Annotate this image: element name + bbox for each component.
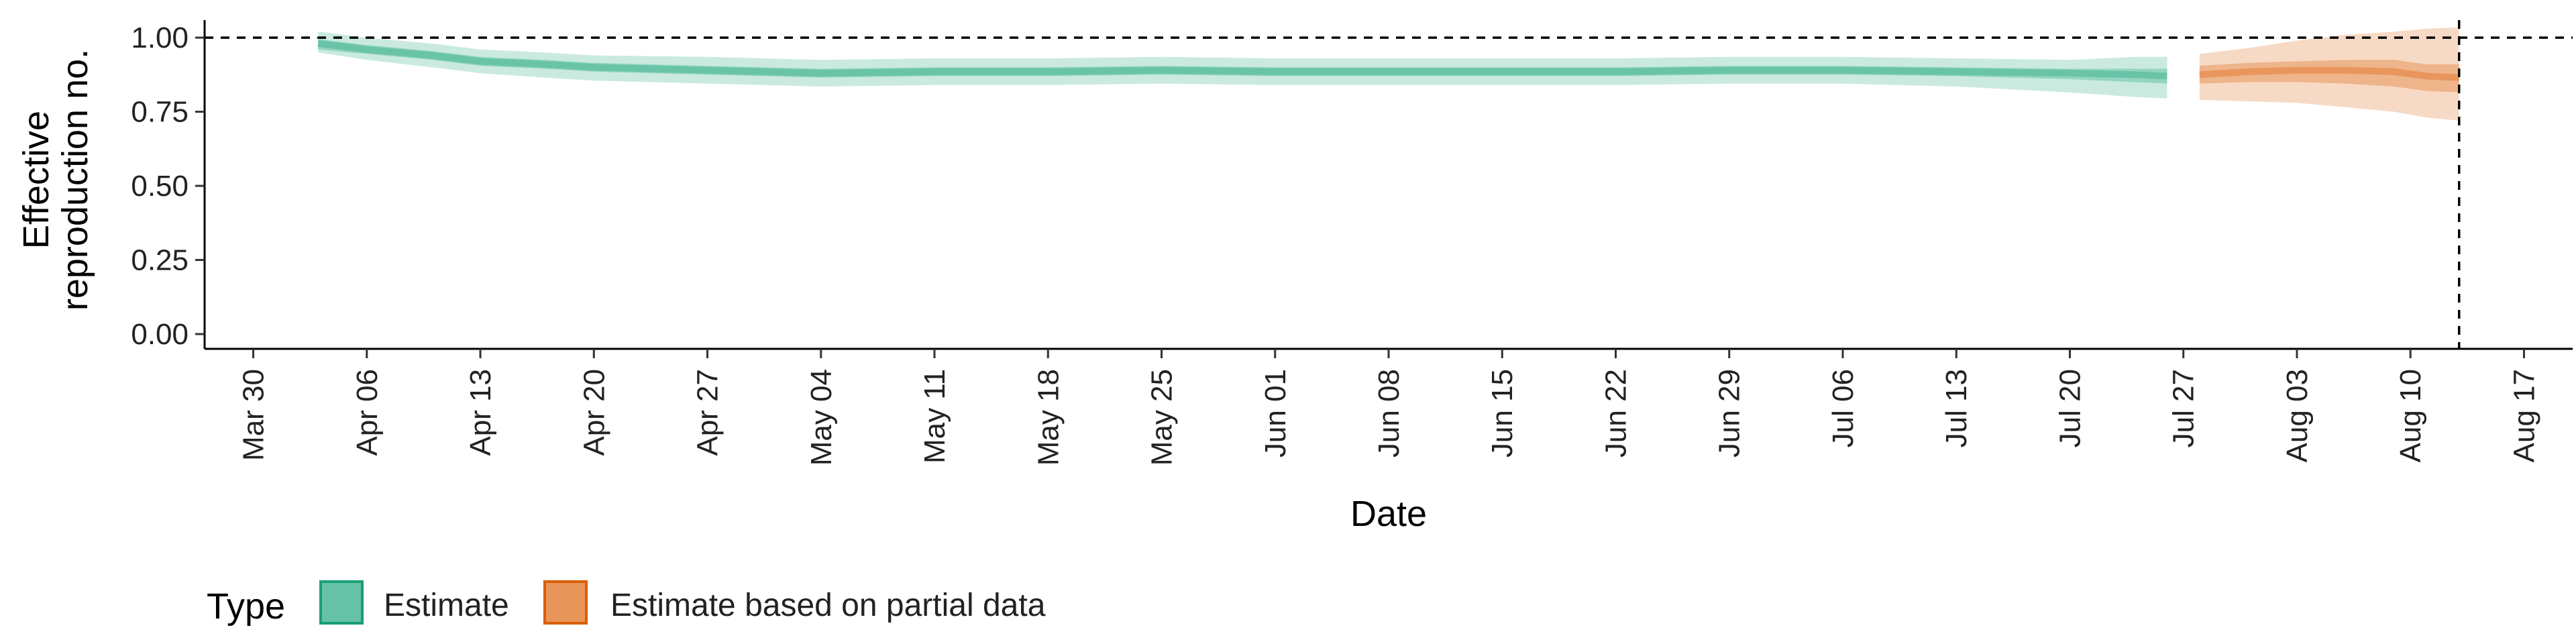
x-tick-label: Apr 13 bbox=[464, 369, 497, 456]
y-axis-title: Effective reproduction no. bbox=[16, 49, 95, 311]
y-tick-label: 0.50 bbox=[131, 170, 189, 203]
x-tick-label: Apr 27 bbox=[692, 369, 724, 456]
estimate-band-90 bbox=[318, 32, 2167, 99]
x-tick-label: Jul 20 bbox=[2053, 369, 2086, 447]
x-tick-label: May 11 bbox=[918, 369, 951, 464]
reference-lines bbox=[205, 20, 2573, 349]
x-tick-label: Jun 08 bbox=[1373, 369, 1405, 458]
y-tick-label: 0.75 bbox=[131, 96, 189, 129]
legend: Type Estimate Estimate based on partial … bbox=[207, 580, 1046, 627]
x-tick-label: Jun 22 bbox=[1599, 369, 1632, 458]
x-tick-label: Aug 10 bbox=[2394, 369, 2427, 462]
y-ticks: 0.00 0.25 0.50 0.75 1.00 bbox=[131, 21, 205, 351]
x-tick-label: Jun 29 bbox=[1713, 369, 1746, 458]
y-tick-label: 0.00 bbox=[131, 318, 189, 351]
x-tick-label: Aug 17 bbox=[2508, 369, 2540, 462]
legend-label-partial: Estimate based on partial data bbox=[610, 588, 1046, 623]
x-tick-label: Jun 01 bbox=[1259, 369, 1292, 458]
x-tick-label: May 04 bbox=[805, 369, 838, 466]
y-axis-title-line-1: Effective bbox=[16, 111, 56, 249]
x-tick-label: Jul 06 bbox=[1827, 369, 1860, 447]
y-tick-label: 0.25 bbox=[131, 244, 189, 277]
legend-key-partial bbox=[543, 580, 588, 625]
legend-key-estimate bbox=[319, 580, 364, 625]
x-ticks: Mar 30 Apr 06 Apr 13 Apr 20 Apr 27 May 04 May … bbox=[237, 349, 2540, 466]
series-bands bbox=[317, 27, 2460, 121]
x-axis-title: Date bbox=[1350, 494, 1427, 534]
x-tick-label: Aug 03 bbox=[2281, 369, 2314, 462]
y-axis-title-line-2: reproduction no. bbox=[55, 49, 95, 311]
x-tick-label: Apr 20 bbox=[578, 369, 610, 456]
x-tick-label: Mar 30 bbox=[237, 369, 270, 461]
x-tick-label: Jul 13 bbox=[1940, 369, 1973, 447]
x-tick-label: May 18 bbox=[1032, 369, 1065, 466]
x-tick-label: Apr 06 bbox=[351, 369, 384, 456]
x-tick-label: May 25 bbox=[1146, 369, 1179, 466]
legend-title: Type bbox=[207, 586, 285, 627]
partial-median-line bbox=[2199, 66, 2460, 81]
y-tick-label: 1.00 bbox=[131, 21, 189, 54]
legend-label-estimate: Estimate bbox=[384, 588, 509, 623]
x-tick-label: Jun 15 bbox=[1486, 369, 1519, 458]
x-tick-label: Jul 27 bbox=[2167, 369, 2200, 447]
estimate-median-line bbox=[317, 40, 2167, 80]
